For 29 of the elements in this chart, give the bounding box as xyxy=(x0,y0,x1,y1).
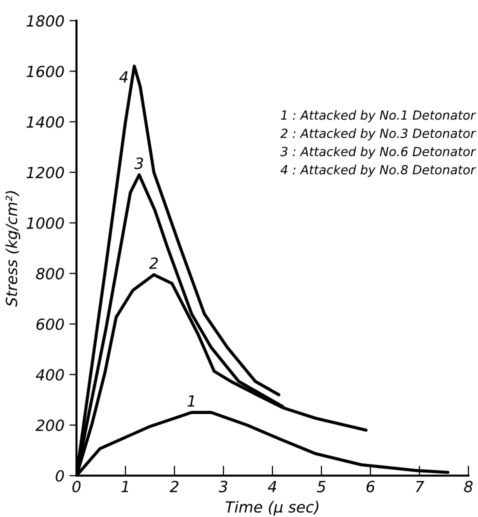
annotation: 4 : Attacked by No.8 Detonator xyxy=(280,164,476,177)
y-tick-label: 1800 xyxy=(26,15,64,27)
y-tick-label: 1400 xyxy=(26,116,64,128)
annotation: 2 : Attacked by No.3 Detonator xyxy=(280,128,476,140)
series-label: 2 xyxy=(149,257,158,269)
y-tick-label: 0 xyxy=(56,470,64,482)
x-tick-label: 7 xyxy=(416,480,424,492)
x-tick-label: 6 xyxy=(366,480,375,492)
series-label: 3 xyxy=(134,158,144,170)
x-tick-label: 8 xyxy=(464,480,473,492)
series-label: 4 xyxy=(119,71,128,82)
x-tick-label: 4 xyxy=(268,480,276,492)
y-tick-label: 400 xyxy=(36,369,64,381)
x-axis-title: Time (μ sec) xyxy=(226,500,318,516)
y-tick-label: 1600 xyxy=(26,66,64,78)
y-tick-label: 200 xyxy=(36,420,64,432)
y-axis-title: Stress (kg/cm²) xyxy=(5,191,20,307)
y-tick-label: 1000 xyxy=(26,217,64,229)
x-tick-label: 5 xyxy=(316,480,326,492)
x-tick-label: 1 xyxy=(121,480,128,492)
annotation: 1 : Attacked by No.1 Detonator xyxy=(280,110,476,122)
y-tick-label: 800 xyxy=(36,268,64,280)
x-tick-label: 0 xyxy=(72,480,81,492)
series-label: 1 xyxy=(188,395,194,406)
x-tick-label: 3 xyxy=(218,480,228,492)
x-tick-label: 2 xyxy=(170,480,178,492)
y-tick-label: 1200 xyxy=(26,166,64,178)
y-tick-label: 600 xyxy=(36,318,64,330)
annotation: 3 : Attacked by No.6 Detonator xyxy=(280,146,476,159)
